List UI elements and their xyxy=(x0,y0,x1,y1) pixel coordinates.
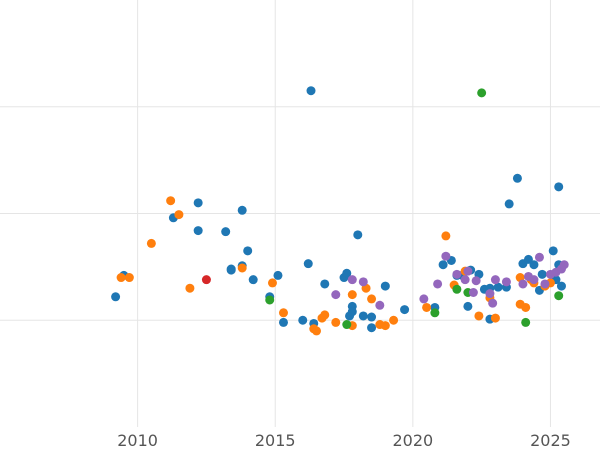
point-orange xyxy=(146,238,156,248)
point-blue xyxy=(554,182,564,192)
point-orange xyxy=(521,302,531,312)
point-blue xyxy=(353,230,363,240)
point-purple xyxy=(490,275,500,285)
point-blue xyxy=(226,264,236,274)
point-purple xyxy=(468,287,478,297)
point-orange xyxy=(367,294,377,304)
point-purple xyxy=(460,275,470,285)
x-tick-labels: 2010 2015 2020 2025 xyxy=(117,431,571,450)
point-orange xyxy=(185,283,195,293)
data-points xyxy=(111,86,569,336)
point-orange xyxy=(389,315,399,325)
point-purple xyxy=(375,300,385,310)
point-orange xyxy=(174,210,184,220)
point-purple xyxy=(331,290,341,300)
point-purple xyxy=(559,260,569,270)
point-blue xyxy=(273,270,283,280)
point-orange xyxy=(116,273,126,283)
point-green xyxy=(265,295,275,305)
point-blue xyxy=(548,246,558,256)
point-orange xyxy=(237,263,247,273)
point-orange xyxy=(422,302,432,312)
point-blue xyxy=(342,268,352,278)
point-purple xyxy=(358,277,368,287)
point-orange xyxy=(474,311,484,321)
point-green xyxy=(430,308,440,318)
point-blue xyxy=(237,205,247,215)
point-purple xyxy=(433,279,443,289)
point-orange xyxy=(347,290,357,300)
point-green xyxy=(342,320,352,330)
point-red xyxy=(201,275,211,285)
point-blue xyxy=(358,311,368,321)
point-purple xyxy=(419,294,429,304)
point-blue xyxy=(367,312,377,322)
point-purple xyxy=(347,275,357,285)
point-orange xyxy=(331,317,341,327)
point-orange xyxy=(267,278,277,288)
point-blue xyxy=(463,301,473,311)
point-green xyxy=(477,88,487,98)
x-tick-label: 2020 xyxy=(392,431,433,450)
point-purple xyxy=(540,279,550,289)
point-purple xyxy=(471,276,481,286)
point-blue xyxy=(111,292,121,302)
point-blue xyxy=(493,282,503,292)
point-blue xyxy=(320,279,330,289)
point-purple xyxy=(488,298,498,308)
point-purple xyxy=(529,275,539,285)
point-blue xyxy=(537,269,547,279)
point-blue xyxy=(278,317,288,327)
point-orange xyxy=(490,313,500,323)
point-blue xyxy=(306,86,316,96)
point-orange xyxy=(166,196,176,206)
point-orange xyxy=(441,231,451,241)
point-orange xyxy=(320,310,330,320)
point-orange xyxy=(278,308,288,318)
point-blue xyxy=(193,226,203,236)
point-orange xyxy=(380,321,390,331)
point-purple xyxy=(501,277,511,287)
point-purple xyxy=(485,289,495,299)
point-purple xyxy=(518,279,528,289)
point-blue xyxy=(556,281,566,291)
x-tick-label: 2025 xyxy=(530,431,571,450)
point-green xyxy=(554,291,564,301)
point-blue xyxy=(193,198,203,208)
point-blue xyxy=(298,315,308,325)
point-blue xyxy=(347,307,357,317)
point-blue xyxy=(512,173,522,183)
point-blue xyxy=(504,199,514,209)
point-purple xyxy=(463,266,473,276)
x-tick-label: 2010 xyxy=(117,431,158,450)
point-blue xyxy=(303,259,313,269)
point-orange xyxy=(312,326,322,336)
point-blue xyxy=(380,281,390,291)
point-blue xyxy=(367,323,377,333)
point-blue xyxy=(248,275,258,285)
point-green xyxy=(452,284,462,294)
point-green xyxy=(521,317,531,327)
point-blue xyxy=(529,260,539,270)
point-blue xyxy=(438,260,448,270)
point-purple xyxy=(441,251,451,261)
point-blue xyxy=(221,227,231,237)
point-blue xyxy=(400,305,410,315)
x-tick-label: 2015 xyxy=(255,431,296,450)
point-purple xyxy=(452,269,462,279)
point-blue xyxy=(243,246,253,256)
point-orange xyxy=(124,273,134,283)
point-purple xyxy=(534,252,544,262)
